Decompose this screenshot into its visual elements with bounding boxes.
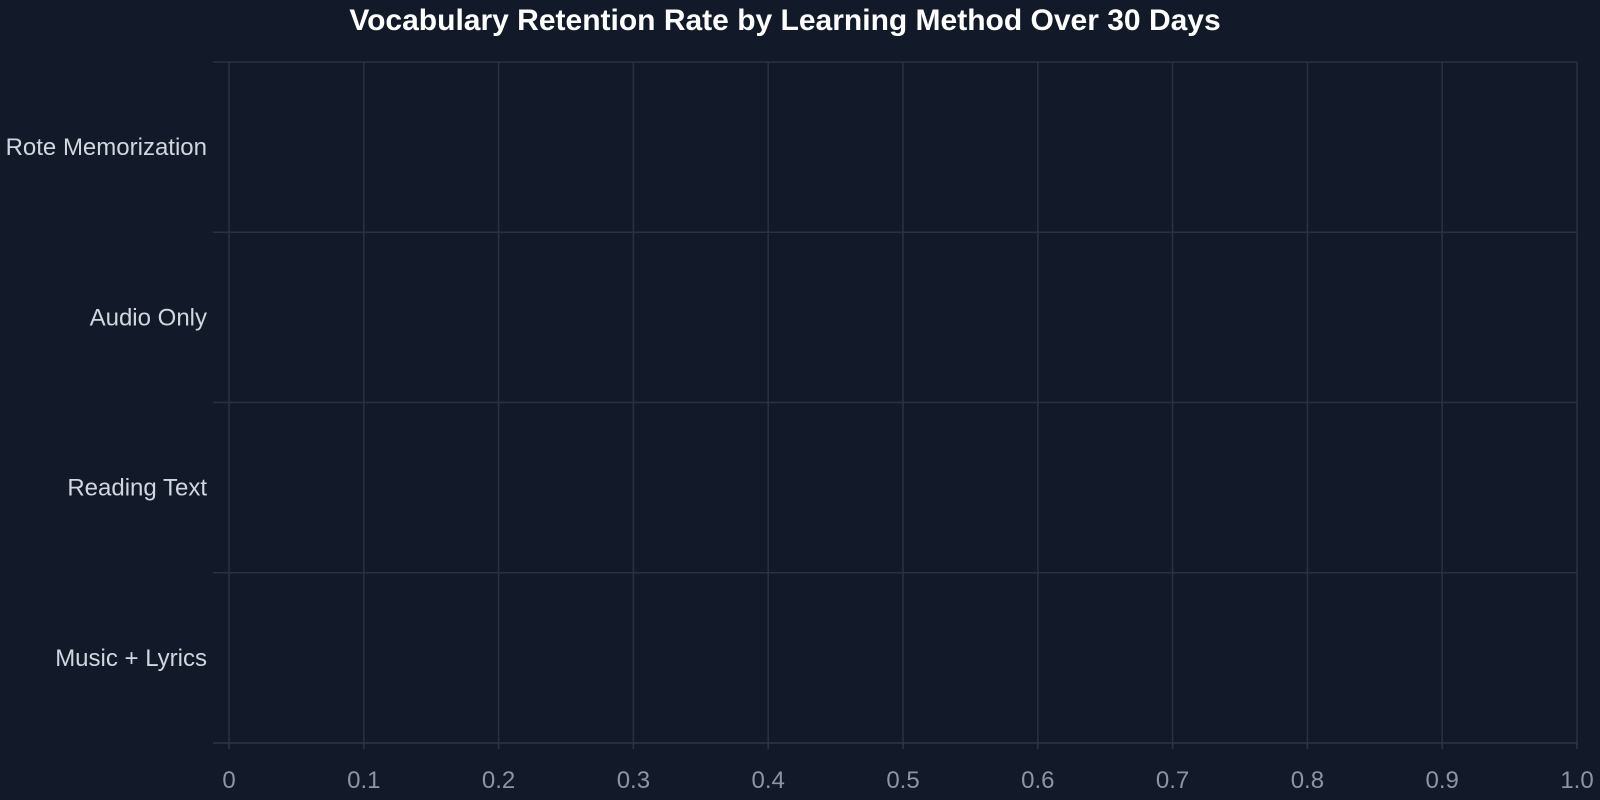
x-tick-label: 0 xyxy=(222,767,235,794)
chart-title: Vocabulary Retention Rate by Learning Me… xyxy=(349,4,1220,37)
category-label: Music + Lyrics xyxy=(55,645,207,672)
grid-layer xyxy=(213,61,1578,744)
category-label: Reading Text xyxy=(67,475,207,502)
x-tick-label: 1.0 xyxy=(1560,767,1593,794)
x-tick-label: 0.2 xyxy=(482,767,515,794)
category-label: Rote Memorization xyxy=(6,134,207,161)
x-tick-label: 0.7 xyxy=(1156,767,1189,794)
x-axis-ticks: 0 0.1 0.2 0.3 0.4 0.5 0.6 0.7 0.8 0.9 1.0 xyxy=(222,743,1594,794)
x-tick-label: 0.9 xyxy=(1426,767,1459,794)
category-label: Audio Only xyxy=(90,304,207,331)
x-tick-label: 0.5 xyxy=(886,767,919,794)
x-tick-label: 0.3 xyxy=(617,767,650,794)
x-tick-label: 0.8 xyxy=(1291,767,1324,794)
x-tick-label: 0.4 xyxy=(752,767,785,794)
x-tick-label: 0.1 xyxy=(347,767,380,794)
category-labels: Rote Memorization Audio Only Reading Text M… xyxy=(6,134,208,672)
x-tick-label: 0.6 xyxy=(1021,767,1054,794)
